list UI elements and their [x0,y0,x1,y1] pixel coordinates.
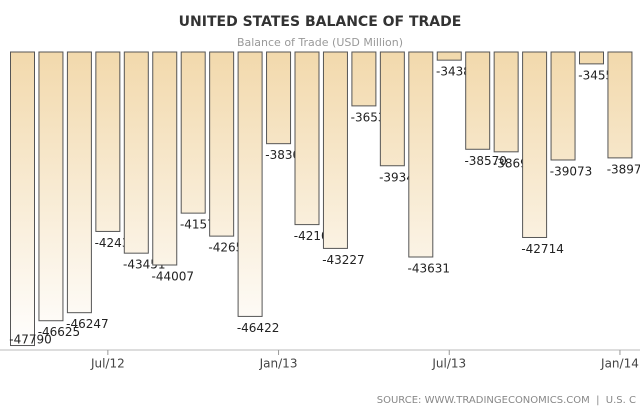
x-tick-label: Jul/12 [90,357,125,371]
value-label: -46422 [237,321,280,335]
bar [266,51,292,145]
value-label: -39073 [550,164,593,178]
bar [408,51,434,258]
value-label: -46247 [66,317,109,331]
value-label: -42714 [521,242,564,256]
value-label: -46625 [38,325,81,339]
bar [38,51,64,322]
x-tick-label: Jul/13 [431,357,466,371]
chart-title: UNITED STATES BALANCE OF TRADE [179,14,462,30]
bar [465,51,491,150]
x-tick-label: Jan/13 [259,357,298,371]
bar [550,51,576,161]
bar [493,51,519,153]
value-label: -47790 [9,333,52,347]
chart-subtitle: Balance of Trade (USD Million) [237,36,403,49]
bar [322,51,348,249]
x-tick-label: Jan/14 [600,357,639,371]
bar [237,51,263,317]
bar [66,51,92,314]
bar [607,51,633,159]
bar [436,51,462,61]
value-label: -43631 [408,262,451,276]
value-label: -38975 [607,162,640,176]
bar [180,51,206,214]
value-label: -38570 [464,154,507,168]
bar [579,51,604,65]
bar [10,51,35,347]
bar [152,51,178,266]
bar [351,51,377,107]
bar [209,51,235,237]
source: SOURCE: WWW.TRADINGECONOMICS.COM | U.S. … [377,395,636,406]
bar [95,51,121,232]
bar [522,51,548,238]
bar [123,51,149,254]
bar [379,51,405,167]
value-label: -44007 [151,270,194,284]
value-label: -43227 [322,253,365,267]
bar [294,51,320,226]
